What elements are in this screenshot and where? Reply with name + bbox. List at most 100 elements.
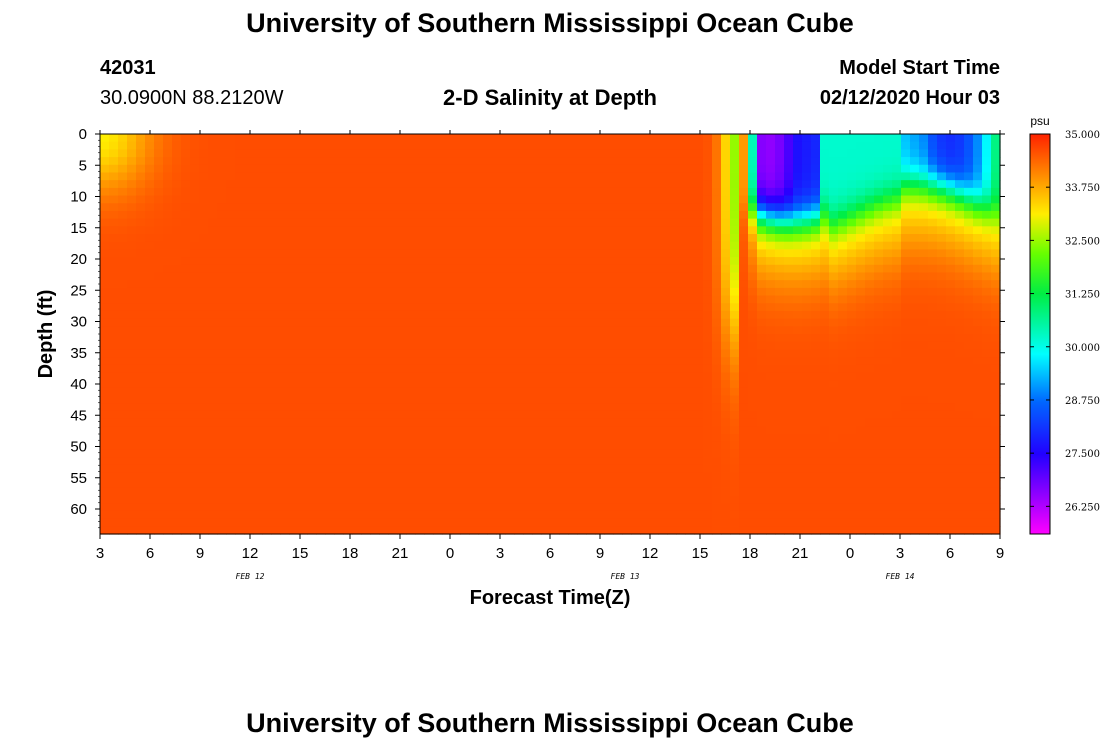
heatmap-cell — [856, 195, 866, 204]
heatmap-cell — [604, 149, 614, 158]
heatmap-cell — [307, 203, 317, 212]
heatmap-cell — [829, 518, 839, 527]
heatmap-cell — [604, 264, 614, 274]
heatmap-cell — [235, 172, 245, 181]
heatmap-cell — [505, 295, 515, 304]
heatmap-cell — [622, 264, 632, 274]
heatmap-cell — [838, 472, 848, 481]
heatmap-cell — [469, 218, 479, 227]
heatmap-cell — [712, 195, 722, 204]
heatmap-cell — [577, 203, 587, 212]
heatmap-cell — [271, 210, 281, 220]
heatmap-cell — [901, 326, 911, 335]
heatmap-cell — [199, 195, 209, 204]
heatmap-cell — [847, 187, 857, 197]
heatmap-cell — [802, 403, 812, 412]
heatmap-cell — [424, 364, 434, 374]
heatmap-cell — [883, 349, 893, 358]
heatmap-cell — [649, 503, 659, 512]
heatmap-cell — [496, 410, 506, 420]
heatmap-cell — [172, 203, 182, 212]
heatmap-cell — [253, 264, 263, 274]
heatmap-cell — [352, 480, 362, 489]
heatmap-cell — [235, 526, 245, 535]
heatmap-cell — [730, 518, 740, 527]
heatmap-cell — [487, 387, 497, 397]
heatmap-cell — [550, 480, 560, 489]
heatmap-cell — [910, 357, 920, 366]
heatmap-cell — [406, 495, 416, 504]
heatmap-cell — [649, 387, 659, 397]
heatmap-cell — [217, 410, 227, 420]
heatmap-cell — [307, 503, 317, 512]
heatmap-cell — [883, 234, 893, 243]
heatmap-cell — [946, 472, 956, 481]
heatmap-cell — [289, 287, 299, 297]
heatmap-cell — [775, 149, 785, 158]
heatmap-cell — [847, 349, 857, 358]
heatmap-cell — [280, 357, 290, 366]
heatmap-cell — [199, 349, 209, 358]
heatmap-cell — [901, 526, 911, 535]
heatmap-cell — [352, 334, 362, 343]
heatmap-cell — [901, 180, 911, 189]
heatmap-cell — [613, 187, 623, 197]
heatmap-cell — [838, 210, 848, 220]
heatmap-cell — [703, 441, 713, 450]
heatmap-cell — [892, 326, 902, 335]
heatmap-cell — [703, 241, 713, 250]
heatmap-cell — [928, 287, 938, 297]
heatmap-cell — [847, 457, 857, 466]
heatmap-cell — [847, 226, 857, 235]
heatmap-cell — [577, 164, 587, 174]
heatmap-cell — [505, 449, 515, 458]
heatmap-cell — [811, 495, 821, 504]
heatmap-cell — [550, 326, 560, 335]
heatmap-cell — [595, 449, 605, 458]
heatmap-cell — [595, 341, 605, 350]
heatmap-cell — [118, 241, 128, 250]
heatmap-cell — [955, 418, 965, 427]
heatmap-cell — [154, 210, 164, 220]
heatmap-cell — [379, 434, 389, 443]
heatmap-cell — [586, 234, 596, 243]
heatmap-cell — [469, 280, 479, 289]
heatmap-cell — [874, 472, 884, 481]
heatmap-cell — [469, 434, 479, 443]
heatmap-cell — [613, 472, 623, 481]
heatmap-cell — [856, 287, 866, 297]
heatmap-cell — [190, 172, 200, 181]
heatmap-cell — [496, 172, 506, 181]
heatmap-cell — [334, 426, 344, 435]
plot-title: 2-D Salinity at Depth — [443, 85, 657, 110]
heatmap-cell — [379, 472, 389, 481]
heatmap-cell — [694, 318, 704, 327]
heatmap-cell — [334, 334, 344, 343]
heatmap-cell — [532, 272, 542, 281]
heatmap-cell — [199, 218, 209, 227]
heatmap-cell — [109, 257, 119, 266]
heatmap-cell — [370, 264, 380, 274]
heatmap-cell — [361, 310, 371, 320]
heatmap-cell — [154, 310, 164, 320]
heatmap-cell — [892, 172, 902, 181]
heatmap-cell — [163, 364, 173, 374]
heatmap-cell — [406, 349, 416, 358]
heatmap-cell — [649, 403, 659, 412]
heatmap-cell — [802, 303, 812, 312]
heatmap-cell — [415, 349, 425, 358]
heatmap-cell — [586, 526, 596, 535]
heatmap-cell — [910, 403, 920, 412]
heatmap-cell — [100, 410, 110, 420]
heatmap-cell — [388, 387, 398, 397]
heatmap-cell — [235, 257, 245, 266]
heatmap-cell — [145, 472, 155, 481]
heatmap-cell — [226, 372, 236, 381]
heatmap-cell — [442, 257, 452, 266]
heatmap-cell — [694, 257, 704, 266]
heatmap-cell — [208, 395, 218, 404]
heatmap-cell — [244, 257, 254, 266]
heatmap-cell — [568, 334, 578, 343]
heatmap-cell — [838, 264, 848, 274]
heatmap-cell — [262, 149, 272, 158]
